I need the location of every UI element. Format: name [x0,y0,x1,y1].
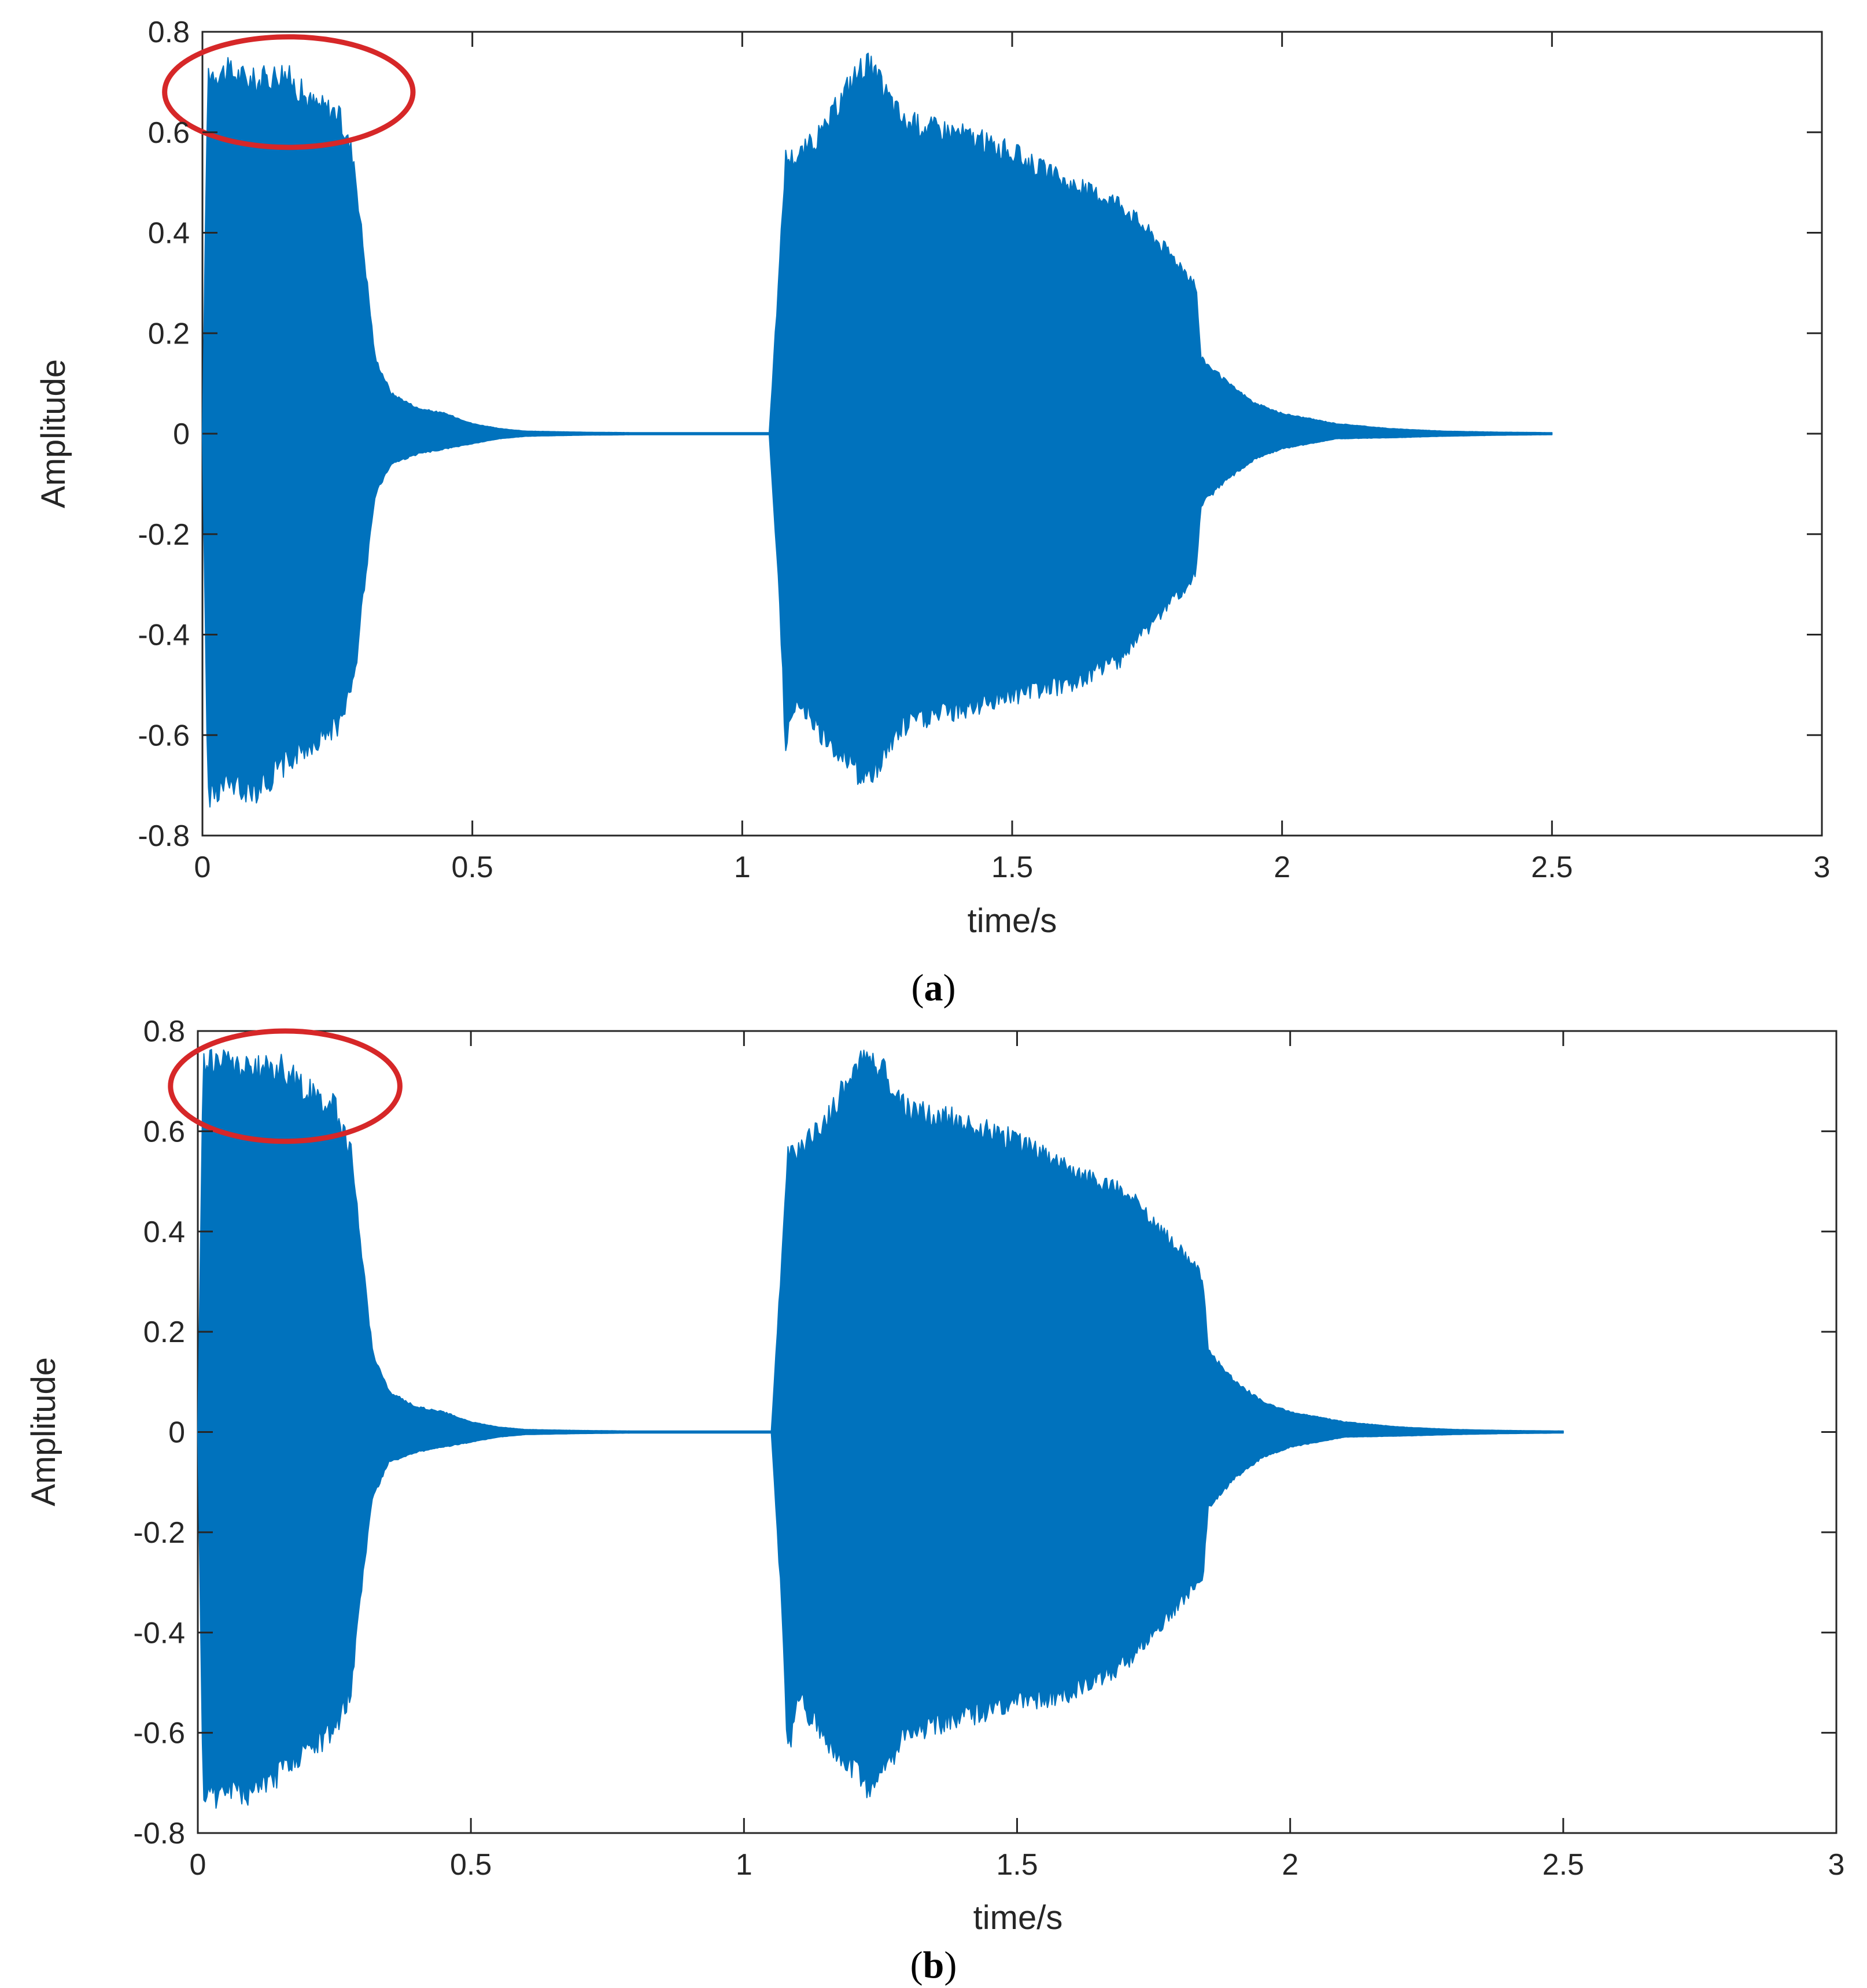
x-tick-label-a-5: 2.5 [1531,851,1573,884]
x-tick-label-a-2: 1 [734,851,751,884]
x-tick-label-a-6: 3 [1814,851,1831,884]
panel-b: 0 0.5 1 1.5 2 2.5 3 -0.8 -0.6 -0.4 -0.2 0 0.2 0.4 0.6 0… [25,1015,1844,1986]
annotations-b [168,1028,403,1144]
y-tick-label-a-1: -0.6 [138,719,190,752]
y-tick-label-b-4: 0 [168,1416,185,1450]
y-tick-label-b-8: 0.8 [143,1015,185,1048]
y-tick-label-a-2: -0.4 [138,619,190,652]
caption-b: (b) [910,1944,957,1986]
y-tick-label-a-4: 0 [173,417,190,451]
y-tick-label-b-3: -0.2 [133,1516,185,1550]
y-tick-label-a-5: 0.2 [148,317,190,350]
waveform-a [202,53,1553,808]
y-tick-label-a-6: 0.4 [148,217,190,250]
annotations-a [162,34,416,150]
y-tick-label-b-6: 0.4 [143,1215,185,1249]
highlight-ellipse-a [162,34,416,150]
x-tick-label-a-4: 2 [1274,851,1290,884]
y-tick-label-b-1: -0.6 [133,1717,185,1750]
x-axis-title-a: time/s [968,902,1057,940]
x-axis-title-b: time/s [973,1899,1063,1937]
axes-b: 0 0.5 1 1.5 2 2.5 3 -0.8 -0.6 -0.4 -0.2 0 0.2 0.4 0.6 0… [133,1015,1844,1882]
axes-a: 0 0.5 1 1.5 2 2.5 3 -0.8 -0.6 -0.4 -0.2 0 0.2 0.4 0.6 0… [138,16,1830,884]
x-tick-label-a-0: 0 [194,851,211,884]
highlight-ellipse-b [168,1028,403,1144]
y-tick-label-a-7: 0.6 [148,116,190,150]
panel-a: 0 0.5 1 1.5 2 2.5 3 -0.8 -0.6 -0.4 -0.2 0 0.2 0.4 0.6 0… [35,16,1830,1009]
y-tick-label-a-0: -0.8 [138,819,190,853]
x-tick-label-b-4: 2 [1282,1848,1298,1882]
x-tick-label-b-0: 0 [190,1848,206,1882]
y-tick-label-a-8: 0.8 [148,16,190,49]
y-axis-title-a: Amplitude [35,359,72,508]
waveform-b [197,1049,1564,1809]
x-tick-label-b-6: 3 [1828,1848,1845,1882]
y-tick-label-b-7: 0.6 [143,1115,185,1148]
x-tick-label-a-1: 0.5 [452,851,493,884]
y-tick-label-b-5: 0.2 [143,1316,185,1349]
caption-a: (a) [912,967,956,1009]
y-axis-title-b: Amplitude [25,1357,62,1506]
y-tick-label-a-3: -0.2 [138,518,190,552]
x-tick-label-a-3: 1.5 [991,851,1033,884]
x-tick-label-b-2: 1 [736,1848,752,1882]
x-tick-label-b-3: 1.5 [996,1848,1038,1882]
y-tick-label-b-2: -0.4 [133,1616,185,1650]
y-tick-label-b-0: -0.8 [133,1817,185,1850]
x-tick-label-b-1: 0.5 [450,1848,492,1882]
x-tick-label-b-5: 2.5 [1543,1848,1584,1882]
